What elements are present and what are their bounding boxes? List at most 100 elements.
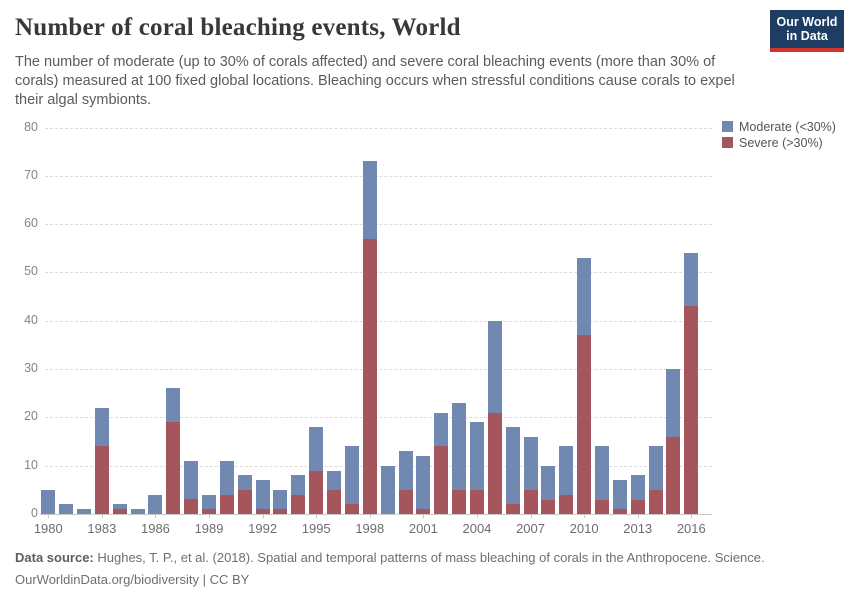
bar-2014-severe-segment[interactable] [648, 489, 663, 514]
bar-1989-severe-segment[interactable] [202, 509, 217, 514]
bar-2015[interactable] [666, 369, 681, 514]
bar-2008[interactable] [541, 465, 556, 514]
bar-1986-moderate-segment[interactable] [148, 494, 163, 514]
bar-1987-severe-segment[interactable] [166, 422, 181, 514]
bar-1991-severe-segment[interactable] [237, 489, 252, 514]
bar-1992-severe-segment[interactable] [255, 509, 270, 514]
bar-2000-moderate-segment[interactable] [398, 451, 413, 490]
bar-1998-severe-segment[interactable] [362, 238, 377, 514]
bar-1988[interactable] [184, 460, 199, 514]
bar-2004[interactable] [469, 422, 484, 514]
bar-2003-severe-segment[interactable] [452, 489, 467, 514]
bar-2008-moderate-segment[interactable] [541, 465, 556, 500]
bar-1988-moderate-segment[interactable] [184, 460, 199, 500]
bar-1985-moderate-segment[interactable] [130, 509, 145, 514]
bar-1987[interactable] [166, 388, 181, 514]
bar-2002-severe-segment[interactable] [434, 446, 449, 514]
bar-2012-moderate-segment[interactable] [612, 480, 627, 510]
bar-1997-severe-segment[interactable] [344, 504, 359, 514]
bar-1993-moderate-segment[interactable] [273, 489, 288, 510]
bar-1984-moderate-segment[interactable] [112, 504, 127, 510]
bar-2010[interactable] [577, 257, 592, 514]
bar-1991[interactable] [237, 475, 252, 514]
bar-1984-severe-segment[interactable] [112, 509, 127, 514]
bar-2008-severe-segment[interactable] [541, 499, 556, 514]
bar-1999[interactable] [380, 465, 395, 514]
bar-1994[interactable] [291, 475, 306, 514]
bar-1983-moderate-segment[interactable] [94, 407, 109, 447]
bar-1990[interactable] [219, 460, 234, 514]
bar-2013[interactable] [630, 475, 645, 514]
bar-2002[interactable] [434, 412, 449, 514]
bar-2014-moderate-segment[interactable] [648, 446, 663, 490]
bar-2013-severe-segment[interactable] [630, 499, 645, 514]
bar-2011-moderate-segment[interactable] [594, 446, 609, 500]
bar-2007[interactable] [523, 436, 538, 514]
bar-2005-severe-segment[interactable] [487, 412, 502, 514]
bar-2003-moderate-segment[interactable] [452, 402, 467, 490]
bar-1996[interactable] [327, 470, 342, 514]
bar-1995-severe-segment[interactable] [309, 470, 324, 514]
bar-2010-moderate-segment[interactable] [577, 257, 592, 336]
bar-2001-severe-segment[interactable] [416, 509, 431, 514]
bar-1999-moderate-segment[interactable] [380, 465, 395, 514]
bar-1990-severe-segment[interactable] [219, 494, 234, 514]
bar-2011[interactable] [594, 446, 609, 514]
bar-1996-moderate-segment[interactable] [327, 470, 342, 490]
bar-1992-moderate-segment[interactable] [255, 480, 270, 510]
bar-2007-moderate-segment[interactable] [523, 436, 538, 490]
bar-1982[interactable] [77, 509, 92, 514]
legend-item-severe[interactable]: Severe (>30%) [722, 135, 836, 150]
bar-1981[interactable] [59, 504, 74, 514]
bar-2006-moderate-segment[interactable] [505, 427, 520, 505]
bar-1983[interactable] [94, 407, 109, 514]
bar-1980[interactable] [41, 489, 56, 514]
bar-2016[interactable] [684, 253, 699, 514]
bar-1984[interactable] [112, 504, 127, 514]
bar-1989-moderate-segment[interactable] [202, 494, 217, 510]
bar-2013-moderate-segment[interactable] [630, 475, 645, 500]
bar-2009[interactable] [559, 446, 574, 514]
bar-2011-severe-segment[interactable] [594, 499, 609, 514]
bar-1987-moderate-segment[interactable] [166, 388, 181, 423]
bar-1997-moderate-segment[interactable] [344, 446, 359, 505]
bar-2004-severe-segment[interactable] [469, 489, 484, 514]
bar-1994-severe-segment[interactable] [291, 494, 306, 514]
bar-2006-severe-segment[interactable] [505, 504, 520, 514]
bar-2010-severe-segment[interactable] [577, 335, 592, 514]
bar-1983-severe-segment[interactable] [94, 446, 109, 514]
bar-2006[interactable] [505, 427, 520, 514]
bar-2015-moderate-segment[interactable] [666, 369, 681, 437]
bar-1989[interactable] [202, 494, 217, 514]
bar-2000-severe-segment[interactable] [398, 489, 413, 514]
bar-2016-moderate-segment[interactable] [684, 253, 699, 307]
bar-2014[interactable] [648, 446, 663, 514]
bar-2001-moderate-segment[interactable] [416, 456, 431, 510]
bar-1980-moderate-segment[interactable] [41, 489, 56, 514]
bar-1981-moderate-segment[interactable] [59, 504, 74, 514]
bar-2015-severe-segment[interactable] [666, 436, 681, 514]
bar-1992[interactable] [255, 480, 270, 514]
bar-2002-moderate-segment[interactable] [434, 412, 449, 447]
bar-2001[interactable] [416, 456, 431, 514]
bar-2012-severe-segment[interactable] [612, 509, 627, 514]
bar-2000[interactable] [398, 451, 413, 514]
bar-2003[interactable] [452, 402, 467, 514]
bar-1988-severe-segment[interactable] [184, 499, 199, 514]
bar-1991-moderate-segment[interactable] [237, 475, 252, 490]
bar-2012[interactable] [612, 480, 627, 514]
bar-1998[interactable] [362, 161, 377, 514]
bar-1994-moderate-segment[interactable] [291, 475, 306, 495]
bar-1982-moderate-segment[interactable] [77, 509, 92, 514]
bar-2005[interactable] [487, 320, 502, 514]
legend-item-moderate[interactable]: Moderate (<30%) [722, 119, 836, 134]
bar-1990-moderate-segment[interactable] [219, 460, 234, 495]
bar-1995[interactable] [309, 427, 324, 514]
bar-1993[interactable] [273, 489, 288, 514]
bar-1998-moderate-segment[interactable] [362, 161, 377, 239]
bar-2016-severe-segment[interactable] [684, 306, 699, 514]
bar-1986[interactable] [148, 494, 163, 514]
owid-logo[interactable]: Our World in Data [770, 10, 844, 52]
bar-1993-severe-segment[interactable] [273, 509, 288, 514]
bar-2004-moderate-segment[interactable] [469, 422, 484, 490]
